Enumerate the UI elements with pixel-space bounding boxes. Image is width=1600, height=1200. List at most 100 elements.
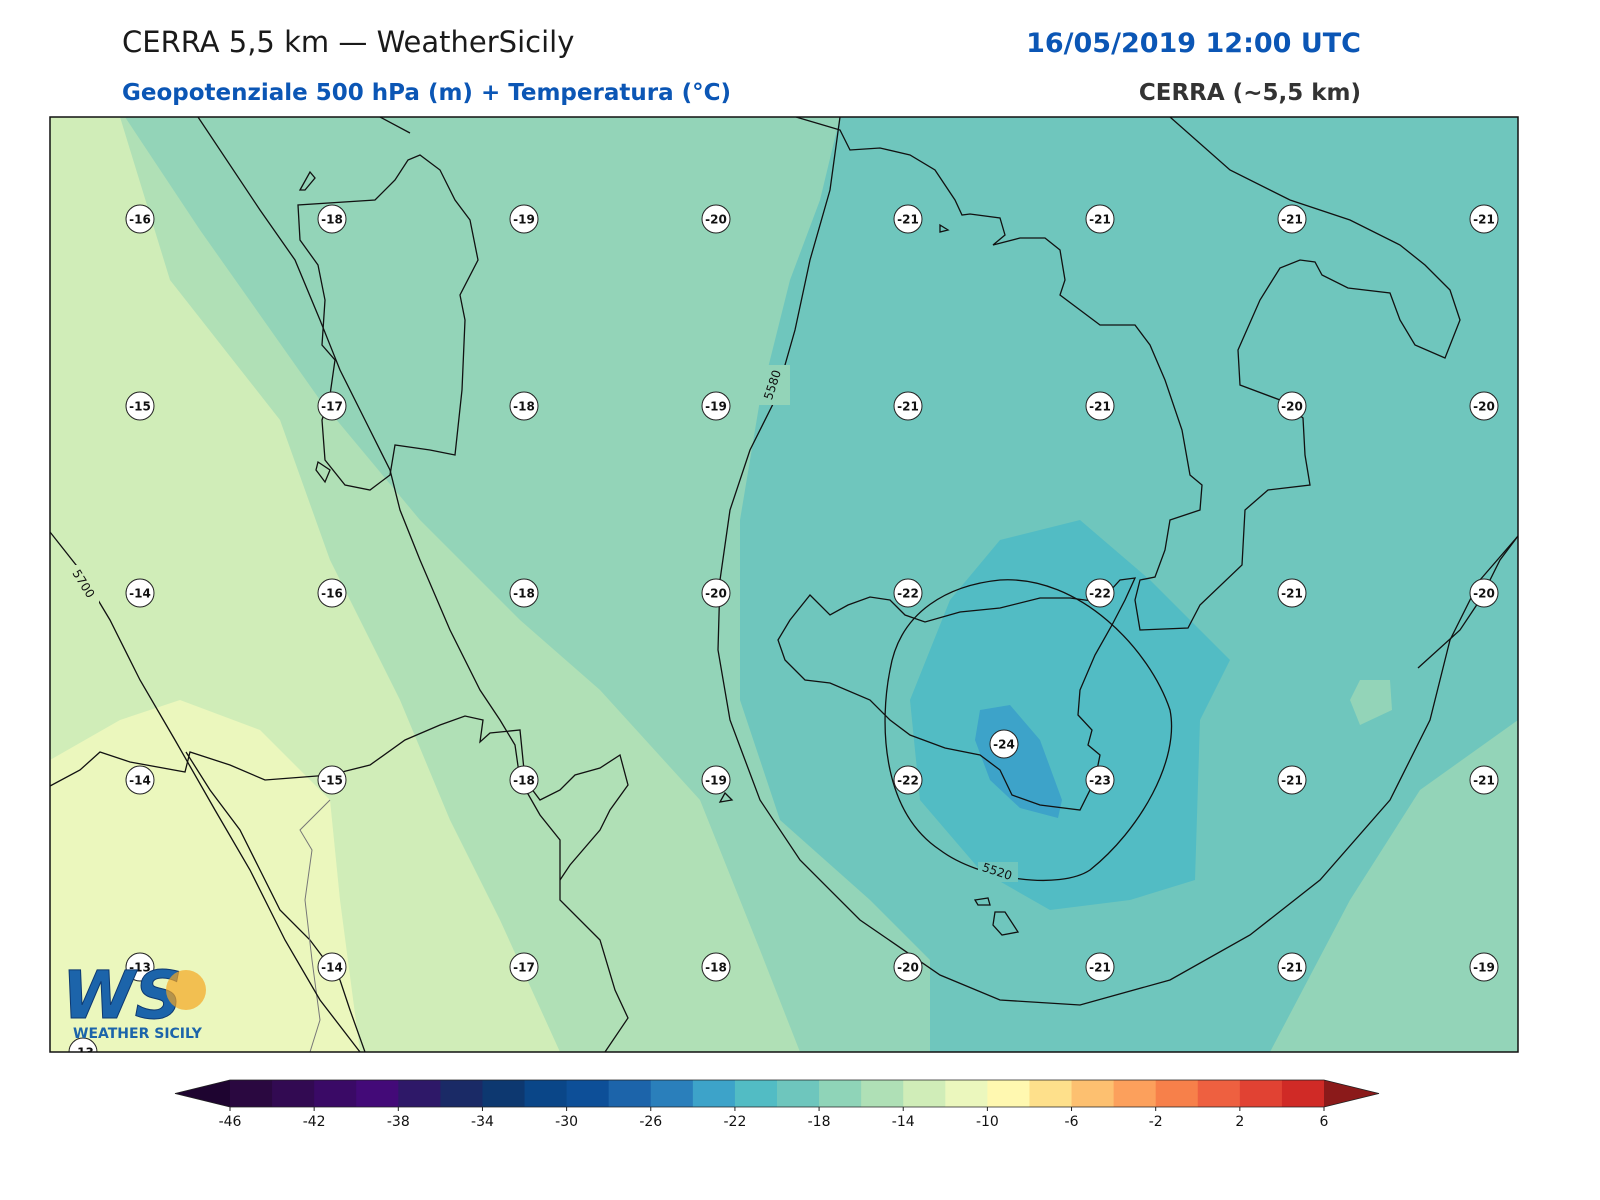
- colorbar-bin: [903, 1080, 946, 1107]
- temperature-marker: [509, 952, 539, 982]
- temperature-label: -19: [705, 400, 727, 414]
- colorbar-tick-label: -18: [808, 1114, 831, 1130]
- temperature-label: -15: [321, 774, 343, 788]
- temperature-marker: [317, 578, 347, 608]
- temperature-marker: [509, 204, 539, 234]
- colorbar-bin: [650, 1080, 694, 1107]
- temperature-marker: [317, 765, 347, 795]
- label-gap: [978, 862, 1018, 882]
- temperature-label: -21: [1089, 213, 1111, 227]
- temperature-marker: [893, 391, 923, 421]
- temperature-marker: [701, 204, 731, 234]
- logo-caption: WEATHER SICILY: [73, 1026, 203, 1042]
- temperature-marker: [509, 578, 539, 608]
- temperature-marker: [317, 204, 347, 234]
- temperature-label: -13: [129, 961, 151, 975]
- temperature-label: -18: [513, 400, 535, 414]
- colorbar-bin: [692, 1080, 736, 1107]
- temperature-marker: [893, 204, 923, 234]
- temperature-marker: [1277, 765, 1307, 795]
- temperature-label: -23: [1089, 774, 1111, 788]
- temperature-label: -17: [513, 961, 535, 975]
- temperature-marker: [1469, 578, 1499, 608]
- temperature-marker: [701, 952, 731, 982]
- colorbar-tick-label: -30: [555, 1114, 578, 1130]
- temperature-label: -21: [1089, 961, 1111, 975]
- temperature-label: -14: [321, 961, 343, 975]
- label-gap: [756, 365, 790, 405]
- colorbar-bin: [608, 1080, 652, 1107]
- temperature-marker: [1277, 204, 1307, 234]
- temperature-marker: [701, 765, 731, 795]
- temperature-label: -18: [321, 213, 343, 227]
- logo-mark: WS: [62, 957, 182, 1034]
- temperature-marker: [1085, 204, 1115, 234]
- temperature-label: -20: [1281, 400, 1303, 414]
- logo: WS WEATHER SICILY: [62, 957, 206, 1042]
- colorbar-bin: [987, 1080, 1030, 1107]
- colorbar-bin: [1197, 1080, 1241, 1107]
- colorbar-bin: [1155, 1080, 1199, 1107]
- colorbar-bin: [356, 1080, 399, 1107]
- temperature-labels: -16 -18 -19 -20 -21 -21 -21 -21 -15 -17 -18 -19 -21 -…: [68, 204, 1499, 1052]
- colorbar-bin: [1071, 1080, 1115, 1107]
- colorbar-tick-label: -26: [639, 1114, 662, 1130]
- contour-5520: [884, 579, 1173, 881]
- temperature-label: -15: [129, 400, 151, 414]
- temperature-marker: [125, 952, 155, 982]
- colorbar-bin: [1113, 1080, 1157, 1107]
- temperature-marker: [1469, 765, 1499, 795]
- temperature-marker: [893, 578, 923, 608]
- temperature-label: -16: [129, 213, 151, 227]
- temperature-label: -19: [513, 213, 535, 227]
- colorbar-bin: [945, 1080, 988, 1107]
- temperature-marker: [125, 204, 155, 234]
- colorbar-tick-label: -22: [723, 1114, 746, 1130]
- temperature-label: -21: [1281, 961, 1303, 975]
- colorbar-bin: [1029, 1080, 1073, 1107]
- colorbar-tick-label: -38: [387, 1114, 410, 1130]
- colorbar-tick-label: -46: [219, 1114, 242, 1130]
- colorbar-bin: [482, 1080, 526, 1107]
- colorbar-bin: [524, 1080, 568, 1107]
- colorbar-bin: [272, 1080, 315, 1107]
- temperature-label: -18: [513, 774, 535, 788]
- temperature-marker: [1085, 391, 1115, 421]
- coastline: [795, 117, 1461, 631]
- subtitle: Geopotenziale 500 hPa (m) + Temperatura …: [122, 80, 731, 106]
- temperature-label: -22: [897, 774, 919, 788]
- map: 5580 5700 5520 -16 -18 -19 -20 -21 -21 -21 -21-…: [50, 117, 1518, 1052]
- temperature-marker: [701, 578, 731, 608]
- colorbar-bin: [440, 1080, 483, 1107]
- border: [299, 799, 331, 1052]
- colorbar-bin: [230, 1080, 273, 1107]
- map-frame: [49, 116, 1519, 1053]
- colorbar-bin: [398, 1080, 441, 1107]
- colorbar-tick-label: -2: [1149, 1114, 1163, 1130]
- temperature-marker: [1277, 952, 1307, 982]
- colorbar-bin: [566, 1080, 610, 1107]
- logo-sun: [166, 970, 206, 1010]
- temperature-marker: [1277, 391, 1307, 421]
- colorbar-bin: [777, 1080, 820, 1107]
- temperature-label: -22: [897, 587, 919, 601]
- temperature-label: -20: [705, 213, 727, 227]
- temperature-marker: [125, 765, 155, 795]
- label-gap: [65, 565, 99, 605]
- temperature-label: -14: [129, 774, 151, 788]
- temperature-label: -20: [705, 587, 727, 601]
- temperature-marker: [317, 952, 347, 982]
- temperature-label: -19: [1473, 961, 1495, 975]
- colorbar-tick-label: -42: [303, 1114, 326, 1130]
- temperature-label: -21: [897, 213, 919, 227]
- datetime: 16/05/2019 12:00 UTC: [1026, 28, 1361, 59]
- temperature-marker: [509, 765, 539, 795]
- temperature-label: -22: [1089, 587, 1111, 601]
- colorbar: -46 -42 -38 -34 -30 -26 -22 -18 -14 -10 -6 -2 2 6: [174, 1079, 1380, 1130]
- temperature-label: -14: [129, 587, 151, 601]
- temperature-label: -21: [1281, 587, 1303, 601]
- field: [910, 520, 1230, 910]
- colorbar-tick-label: 2: [1235, 1114, 1244, 1130]
